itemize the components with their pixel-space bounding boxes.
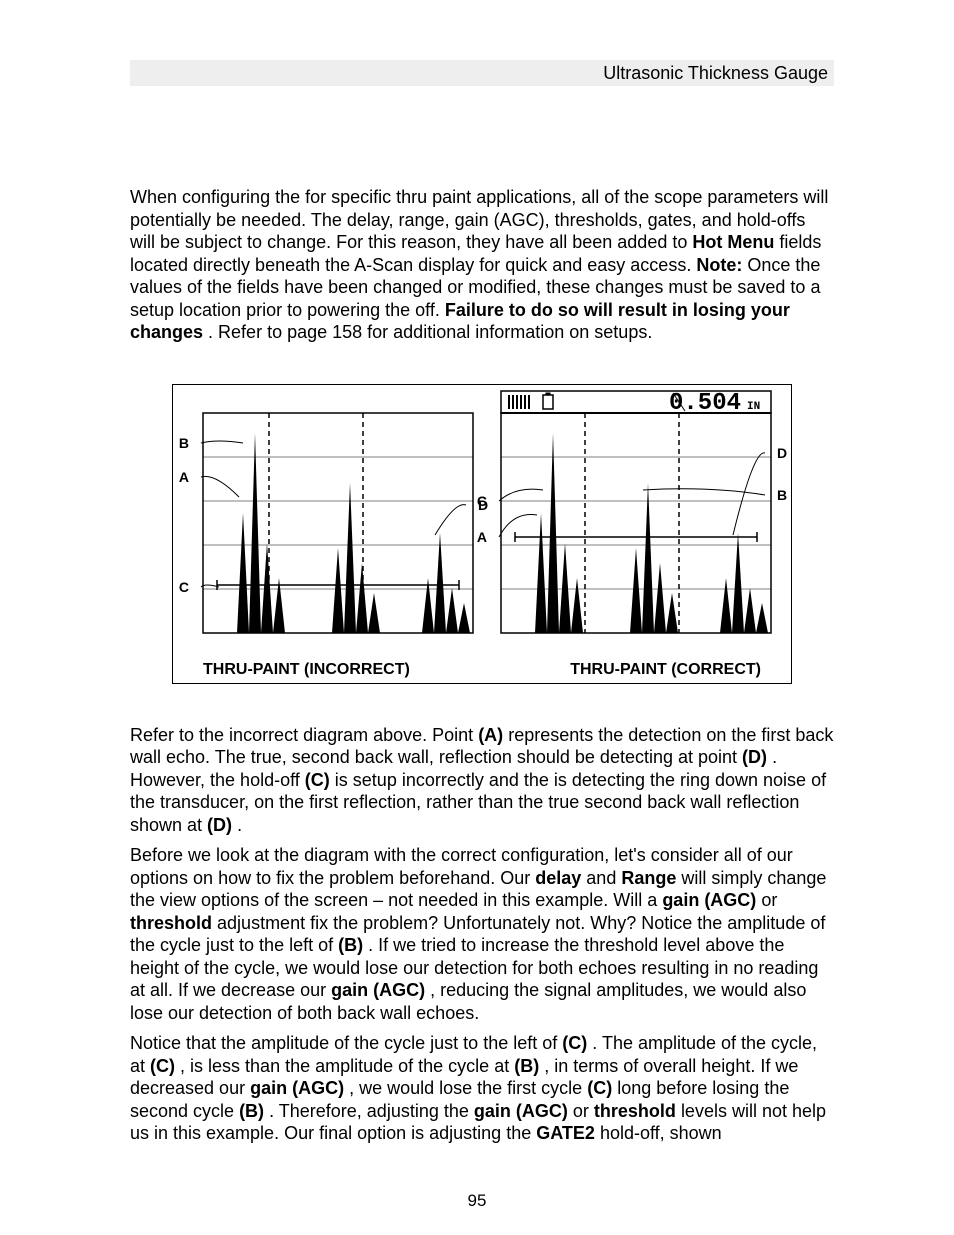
bold: (B): [338, 935, 363, 955]
bold: gain (AGC): [331, 980, 425, 1000]
diagram-svg: 0.504INABCDACBD: [173, 385, 791, 649]
bold: (B): [514, 1056, 539, 1076]
text: or: [761, 890, 777, 910]
caption-right: THRU-PAINT (CORRECT): [570, 660, 761, 680]
text: Refer to the incorrect diagram above. Po…: [130, 725, 478, 745]
svg-text:C: C: [179, 579, 189, 595]
bold: (D): [742, 747, 767, 767]
bold: Range: [621, 868, 676, 888]
svg-text:C: C: [477, 493, 487, 509]
bold: (C): [305, 770, 330, 790]
bold: threshold: [130, 913, 212, 933]
paragraph-2: Refer to the incorrect diagram above. Po…: [130, 724, 834, 837]
bold-note: Note:: [696, 255, 742, 275]
text: .: [237, 815, 242, 835]
svg-text:A: A: [477, 529, 487, 545]
page-number: 95: [0, 1191, 954, 1211]
bold: (A): [478, 725, 503, 745]
text: , we would lose the first cycle: [349, 1078, 587, 1098]
diagram-captions: THRU-PAINT (INCORRECT) THRU-PAINT (CORRE…: [173, 654, 791, 688]
diagram: 0.504INABCDACBD THRU-PAINT (INCORRECT) T…: [172, 384, 792, 684]
body-text: When configuring the for specific thru p…: [130, 186, 834, 1145]
bold: (C): [150, 1056, 175, 1076]
bold: delay: [535, 868, 581, 888]
text: hold-off, shown: [600, 1123, 722, 1143]
text: , is less than the amplitude of the cycl…: [180, 1056, 514, 1076]
header-title: Ultrasonic Thickness Gauge: [603, 63, 828, 83]
paragraph-4: Notice that the amplitude of the cycle j…: [130, 1032, 834, 1145]
page: Ultrasonic Thickness Gauge When configur…: [0, 0, 954, 1235]
bold: gain (AGC): [250, 1078, 344, 1098]
svg-text:D: D: [777, 445, 787, 461]
text: or: [573, 1101, 594, 1121]
svg-text:A: A: [179, 469, 189, 485]
svg-text:B: B: [179, 435, 189, 451]
diagram-box: 0.504INABCDACBD THRU-PAINT (INCORRECT) T…: [172, 384, 792, 684]
bold: (C): [562, 1033, 587, 1053]
text: Notice that the amplitude of the cycle j…: [130, 1033, 562, 1053]
bold: GATE2: [536, 1123, 595, 1143]
paragraph-1: When configuring the for specific thru p…: [130, 186, 834, 344]
text: . Therefore, adjusting the: [269, 1101, 474, 1121]
svg-text:IN: IN: [747, 401, 760, 413]
header-bar: Ultrasonic Thickness Gauge: [130, 60, 834, 86]
text: and: [586, 868, 621, 888]
caption-left: THRU-PAINT (INCORRECT): [203, 660, 410, 680]
bold-hot-menu: Hot Menu: [692, 232, 774, 252]
bold: gain (AGC): [474, 1101, 568, 1121]
paragraph-3: Before we look at the diagram with the c…: [130, 844, 834, 1024]
bold: (B): [239, 1101, 264, 1121]
bold: (D): [207, 815, 232, 835]
text: . Refer to page 158 for additional infor…: [208, 322, 652, 342]
bold: gain (AGC): [662, 890, 756, 910]
text: When configuring the: [130, 187, 305, 207]
svg-text:B: B: [777, 487, 787, 503]
bold: (C): [587, 1078, 612, 1098]
bold: threshold: [594, 1101, 676, 1121]
